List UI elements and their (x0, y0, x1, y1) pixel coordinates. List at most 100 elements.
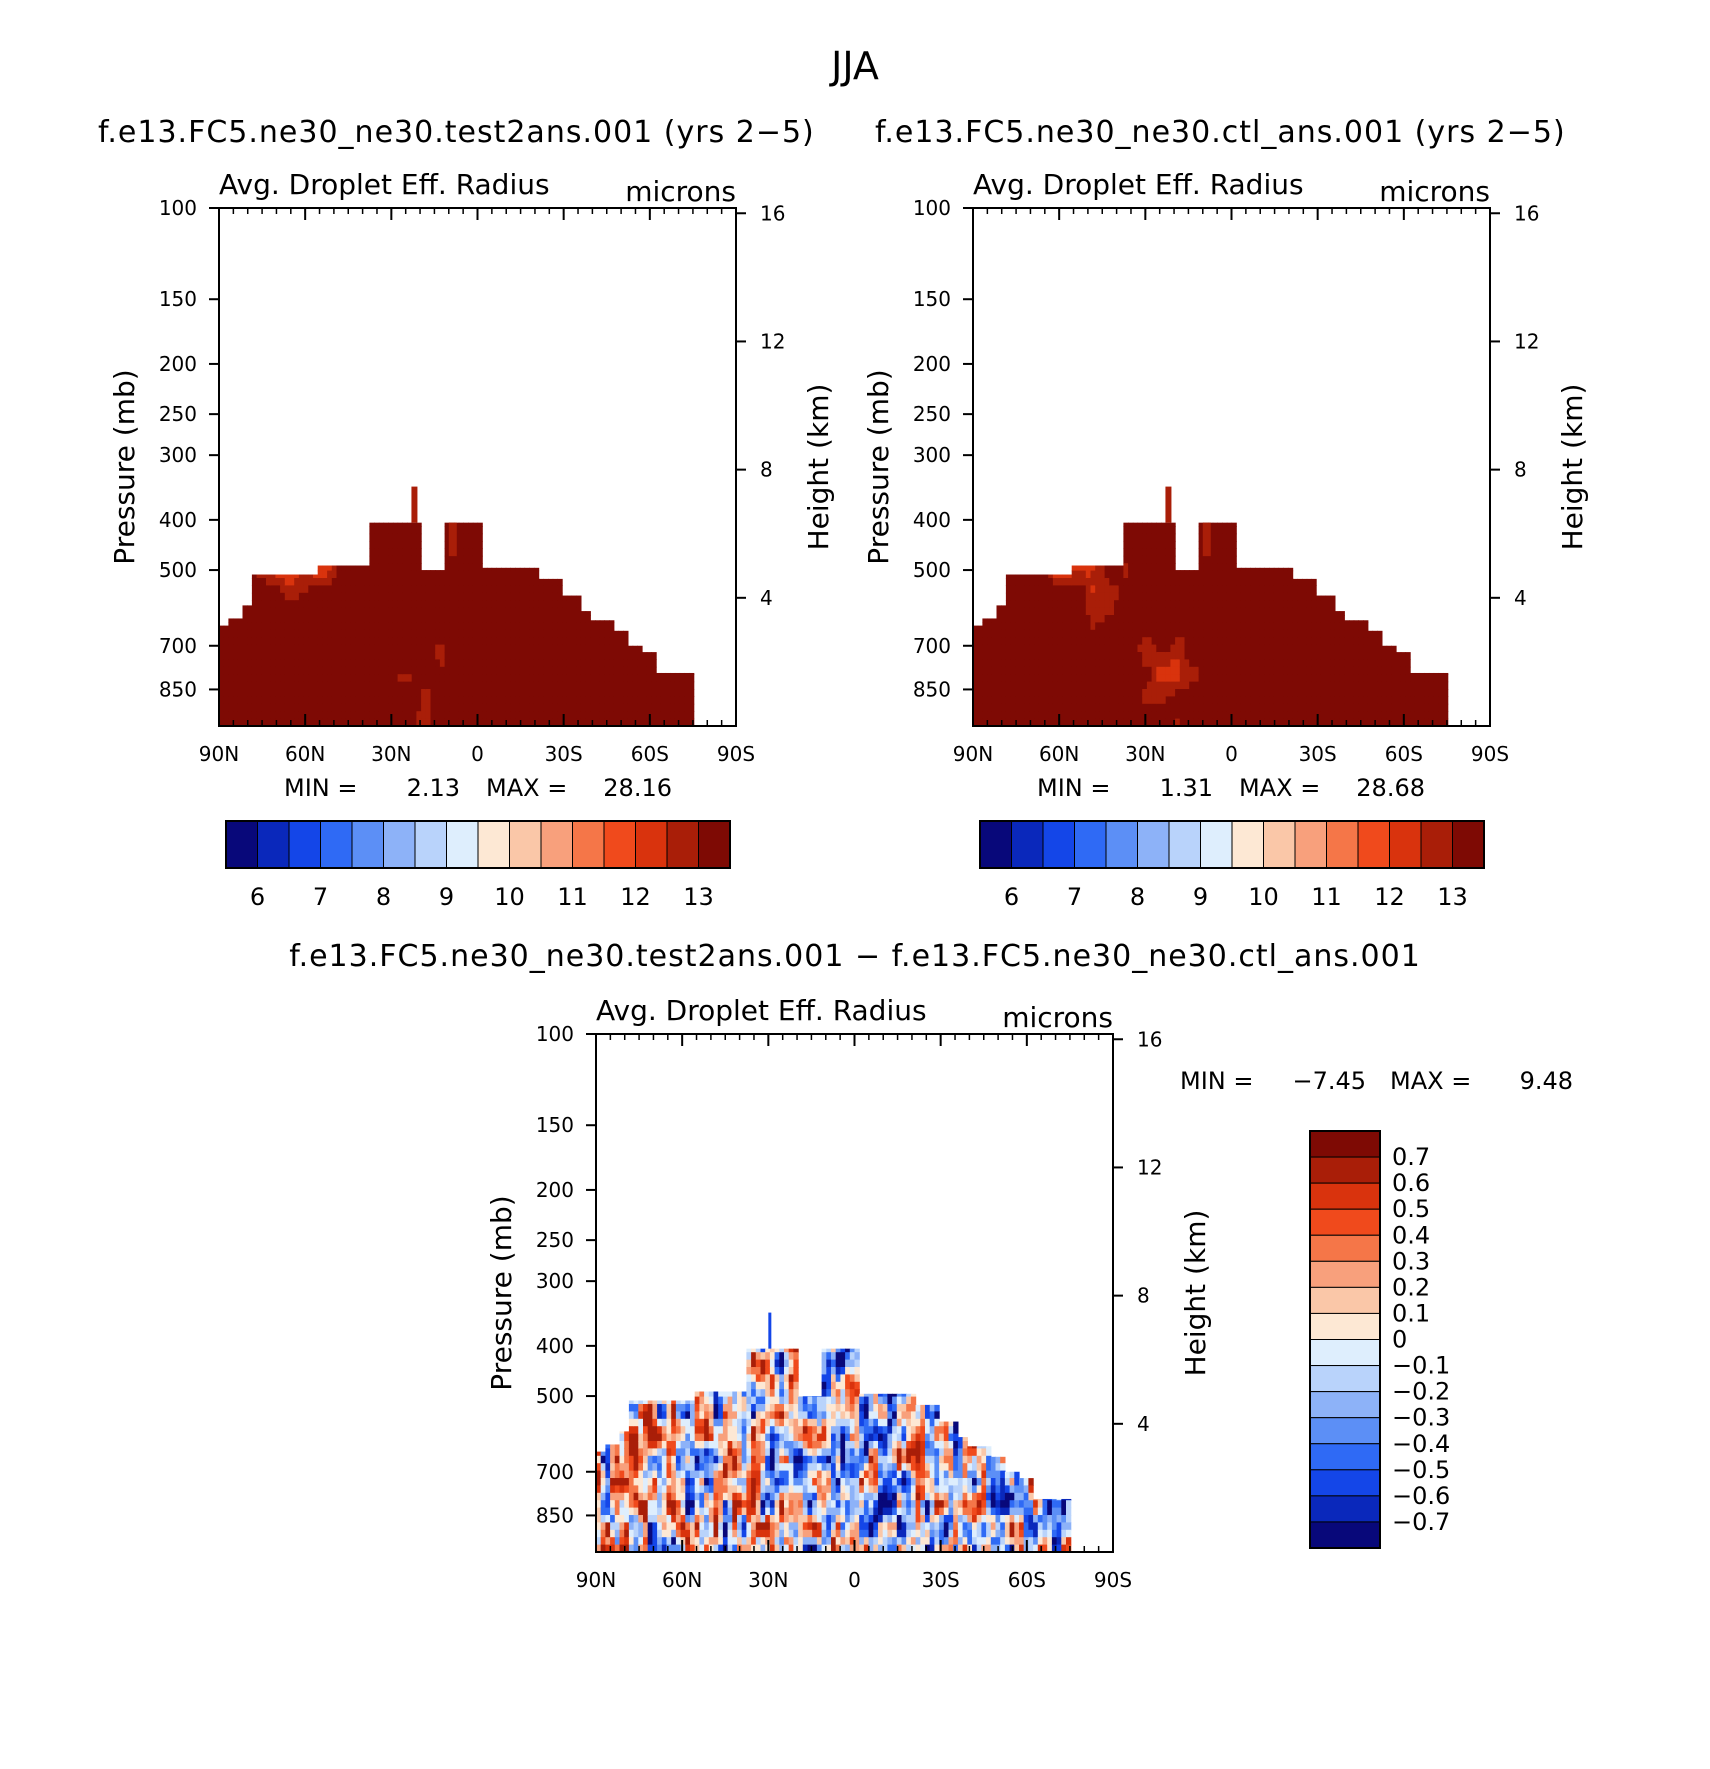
contour-cell (1081, 622, 1087, 631)
contour-cell (982, 674, 988, 683)
contour-cell (444, 622, 450, 631)
contour-cell (751, 1359, 757, 1368)
contour-cell (1151, 541, 1157, 549)
contour-cell (1372, 630, 1378, 638)
contour-cell (1090, 585, 1096, 594)
contour-cell (657, 1478, 663, 1486)
contour-cell (746, 1404, 752, 1412)
contour-cell (699, 1522, 705, 1531)
contour-cell (1377, 681, 1383, 690)
contour-cell (1358, 644, 1364, 653)
contour-cell (1264, 570, 1270, 579)
contour-cell (1161, 570, 1167, 579)
contour-cell (1123, 607, 1129, 616)
contour-cell (595, 711, 601, 720)
contour-cell (1193, 696, 1200, 705)
contour-cell (392, 522, 399, 527)
contour-cell (987, 629, 993, 638)
contour-cell (1240, 622, 1247, 631)
contour-cell (454, 592, 460, 601)
contour-cell (638, 1500, 644, 1509)
contour-cell (233, 681, 239, 690)
contour-cell (515, 567, 521, 572)
contour-cell (482, 681, 488, 690)
contour-cell (378, 674, 385, 683)
contour-cell (317, 711, 323, 720)
contour-cell (402, 607, 408, 616)
contour-cell (402, 522, 408, 527)
contour-cell (294, 659, 300, 668)
contour-cell (1090, 644, 1096, 653)
contour-cell (605, 1444, 611, 1449)
contour-cell (1377, 703, 1383, 712)
contour-cell (228, 674, 234, 683)
contour-cell (369, 541, 375, 549)
contour-cell (571, 637, 577, 646)
contour-cell (595, 703, 601, 712)
contour-cell (374, 666, 380, 675)
contour-cell (1123, 555, 1129, 564)
contour-cell (1273, 666, 1280, 675)
contour-cell (524, 674, 530, 683)
contour-cell (1334, 659, 1341, 668)
contour-cell (228, 659, 234, 668)
contour-cell (1109, 696, 1115, 705)
contour-cell (713, 1478, 719, 1486)
contour-cell (1184, 622, 1190, 631)
contour-cell (1208, 637, 1214, 646)
contour-cell (713, 1391, 719, 1398)
contour-cell (491, 629, 497, 638)
contour-cell (1198, 533, 1204, 542)
contour-cell (501, 585, 507, 594)
contour-cell (600, 1470, 606, 1479)
contour-cell (1236, 689, 1242, 697)
contour-cell (529, 622, 535, 631)
contour-cell (571, 595, 577, 601)
contour-cell (610, 1492, 616, 1501)
contour-cell (482, 696, 488, 705)
contour-cell (1217, 548, 1223, 557)
contour-cell (760, 1411, 766, 1420)
contour-cell (1085, 615, 1092, 623)
contour-cell (313, 637, 319, 646)
contour-cell (614, 1455, 621, 1464)
contour-cell (463, 637, 469, 646)
contour-cell (755, 1374, 762, 1383)
contour-cell (685, 1426, 691, 1435)
contour-cell (1128, 585, 1134, 594)
contour-cell (355, 681, 361, 690)
contour-cell (458, 563, 464, 572)
contour-cell (501, 615, 507, 623)
contour-cell (1273, 674, 1280, 683)
contour-cell (1151, 718, 1157, 727)
contour-cell (411, 652, 417, 660)
contour-cell (982, 629, 988, 638)
contour-cell (1438, 711, 1444, 720)
contour-cell (1118, 689, 1124, 697)
contour-cell (515, 637, 521, 646)
contour-cell (1128, 607, 1134, 616)
contour-cell (284, 592, 291, 601)
contour-cell (463, 563, 469, 572)
contour-cell (1146, 541, 1153, 549)
contour-cell (1123, 578, 1129, 586)
contour-cell (1320, 681, 1327, 690)
contour-cell (308, 652, 314, 660)
contour-cell (624, 1544, 630, 1553)
contour-cell (1062, 585, 1068, 594)
contour-cell (657, 1455, 663, 1464)
contour-cell (313, 696, 319, 705)
contour-cell (1034, 600, 1040, 609)
contour-cell (1076, 681, 1082, 690)
contour-cell (1109, 681, 1115, 690)
contour-cell (1170, 637, 1176, 646)
contour-cell (313, 718, 319, 727)
contour-cell (247, 681, 253, 690)
contour-cell (1353, 652, 1359, 660)
contour-cell (1203, 718, 1209, 727)
contour-cell (369, 629, 375, 638)
contour-cell (486, 570, 493, 579)
contour-cell (1156, 578, 1162, 586)
contour-cell (671, 1507, 677, 1516)
contour-cell (590, 637, 596, 646)
